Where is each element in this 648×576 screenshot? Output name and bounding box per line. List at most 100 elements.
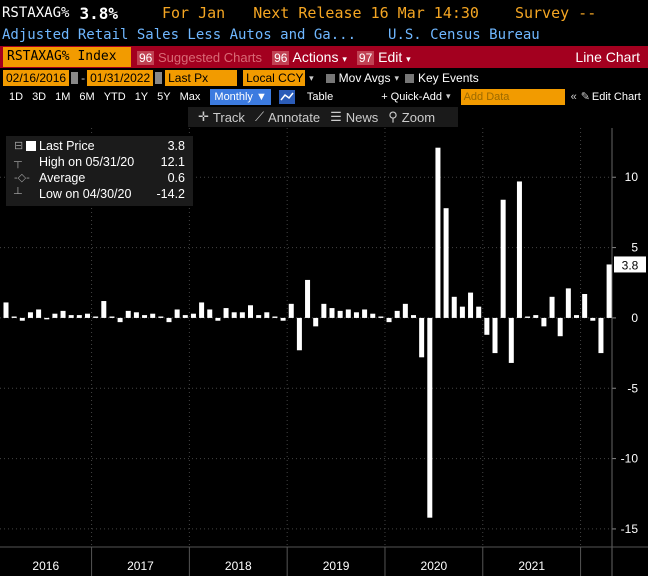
bar	[27, 312, 33, 318]
last-value: 3.8%	[79, 3, 118, 23]
bar	[549, 296, 555, 318]
edit-chart-pencil-icon[interactable]: ✎	[580, 91, 590, 103]
legend-last-price-value: 3.8	[167, 139, 185, 153]
end-calendar-icon[interactable]	[155, 72, 163, 84]
annotate-button[interactable]: Annotate	[268, 109, 321, 125]
actions-num: 96	[272, 51, 290, 65]
period-1m[interactable]: 1M	[55, 90, 71, 103]
edit-caret-icon: ▾	[406, 54, 411, 64]
legend-low-value: -14.2	[156, 187, 186, 201]
last-value-tag-bg	[614, 256, 646, 273]
news-button[interactable]: News	[345, 109, 379, 125]
track-button[interactable]: Track	[212, 109, 245, 125]
bar	[182, 315, 188, 318]
edit-num: 97	[356, 51, 375, 65]
bar	[435, 147, 441, 318]
description-row: Adjusted Retail Sales Less Autos and Ga.…	[0, 25, 648, 45]
frequency-select[interactable]: Monthly ▼	[210, 88, 271, 105]
series-swatch	[26, 141, 36, 151]
period-row: 1D 3D 1M 6M YTD 1Y 5Y Max Monthly ▼ Tabl…	[0, 88, 648, 105]
news-icon: ☰	[330, 109, 342, 124]
currency-dropdown-icon[interactable]: ▾	[309, 72, 314, 83]
bar-chart[interactable]: -15 -10 -5 0 5 10 2016 2017 2018 2019 2020 2021 3.8	[0, 128, 648, 576]
collapse-icon[interactable]: «	[570, 90, 577, 103]
period-3d[interactable]: 3D	[32, 90, 47, 103]
bar	[248, 305, 253, 318]
mov-avgs-dropdown-icon[interactable]: ▾	[394, 72, 399, 83]
bar	[109, 316, 115, 318]
x-tick-label: 2021	[518, 559, 545, 573]
edit-menu[interactable]: 97 Edit ▾	[356, 49, 411, 65]
legend-box[interactable]: ⊟ Last Price 3.8 ┬ High on 05/31/20 12.1…	[6, 136, 193, 206]
quote-header: RSTAXAG% 3.8% For Jan Next Release 16 Ma…	[0, 0, 648, 26]
field-select[interactable]: Last Px	[165, 70, 238, 86]
bar	[476, 306, 482, 318]
key-events-checkbox[interactable]	[405, 73, 414, 83]
security-field[interactable]: RSTAXAG% Index	[3, 47, 131, 67]
currency-select[interactable]: Local CCY	[243, 70, 306, 86]
zoom-button[interactable]: Zoom	[401, 109, 436, 125]
legend-low-label: Low on 04/30/20	[39, 187, 132, 201]
mov-avgs-checkbox[interactable]	[325, 73, 335, 83]
survey: Survey --	[514, 4, 597, 22]
legend-average-label: Average	[39, 171, 86, 185]
quick-add-dropdown-icon[interactable]: ▾	[446, 91, 451, 101]
legend-high-label: High on 05/31/20	[39, 155, 135, 169]
bar	[337, 310, 343, 318]
legend-high-value: 12.1	[160, 155, 185, 169]
end-date-field[interactable]: 01/31/2022	[87, 70, 154, 86]
chart-type-label[interactable]: Line Chart	[575, 49, 640, 65]
period-1d[interactable]: 1D	[9, 90, 24, 103]
bar	[394, 310, 400, 318]
x-tick-label: 2018	[225, 559, 252, 573]
bar	[353, 312, 359, 318]
bar	[590, 317, 596, 321]
bar	[207, 309, 213, 318]
bar	[468, 292, 474, 318]
source: U.S. Census Bureau	[388, 27, 540, 43]
bar	[19, 317, 25, 321]
actions-menu[interactable]: 96 Actions ▾	[272, 49, 347, 65]
bar	[272, 316, 278, 318]
y-tick-label: 10	[625, 170, 639, 184]
start-calendar-icon[interactable]	[71, 72, 79, 84]
bar	[166, 317, 172, 323]
legend-average: -◇- Average 0.6	[6, 170, 193, 186]
x-tick-label: 2020	[421, 559, 448, 573]
bar	[541, 317, 547, 327]
bar	[525, 316, 531, 318]
y-tick-label: 5	[631, 241, 638, 255]
ticker: RSTAXAG%	[2, 5, 70, 21]
bar	[419, 317, 425, 358]
bar	[215, 317, 221, 321]
bar	[150, 313, 156, 318]
bar	[76, 315, 82, 318]
chart-tools: ✛ Track ⟋ Annotate ☰ News ⚲ Zoom	[188, 107, 458, 127]
bar	[321, 303, 327, 318]
period-6m[interactable]: 6M	[79, 90, 95, 103]
add-data-input[interactable]: Add Data	[460, 88, 565, 105]
bar	[3, 302, 9, 318]
frequency-label: Monthly	[214, 90, 253, 103]
start-date-field[interactable]: 02/16/2016	[3, 70, 70, 86]
edit-chart-button[interactable]: Edit Chart	[591, 90, 641, 103]
bar	[264, 312, 270, 318]
period-1y[interactable]: 1Y	[134, 90, 149, 103]
bar	[492, 317, 498, 354]
quick-add-button[interactable]: + Quick-Add	[381, 90, 443, 103]
suggested-charts-button[interactable]: 96 Suggested Charts	[137, 50, 262, 65]
table-button[interactable]: Table	[306, 90, 334, 103]
line-chart-icon[interactable]	[278, 89, 295, 104]
legend-low: ┴ Low on 04/30/20 -14.2	[6, 186, 193, 202]
zoom-icon: ⚲	[388, 109, 398, 124]
period-5y[interactable]: 5Y	[157, 90, 171, 103]
legend-average-value: 0.6	[167, 171, 185, 185]
legend-tree-minus-icon: ⊟	[14, 140, 24, 152]
period-ytd[interactable]: YTD	[103, 90, 126, 103]
period-max[interactable]: Max	[179, 90, 201, 103]
date-controls: 02/16/2016 - 01/31/2022 Last Px Local CC…	[0, 69, 648, 87]
bar	[199, 302, 205, 318]
bar	[574, 315, 579, 318]
track-icon: ✛	[198, 109, 209, 124]
bar	[85, 313, 90, 318]
